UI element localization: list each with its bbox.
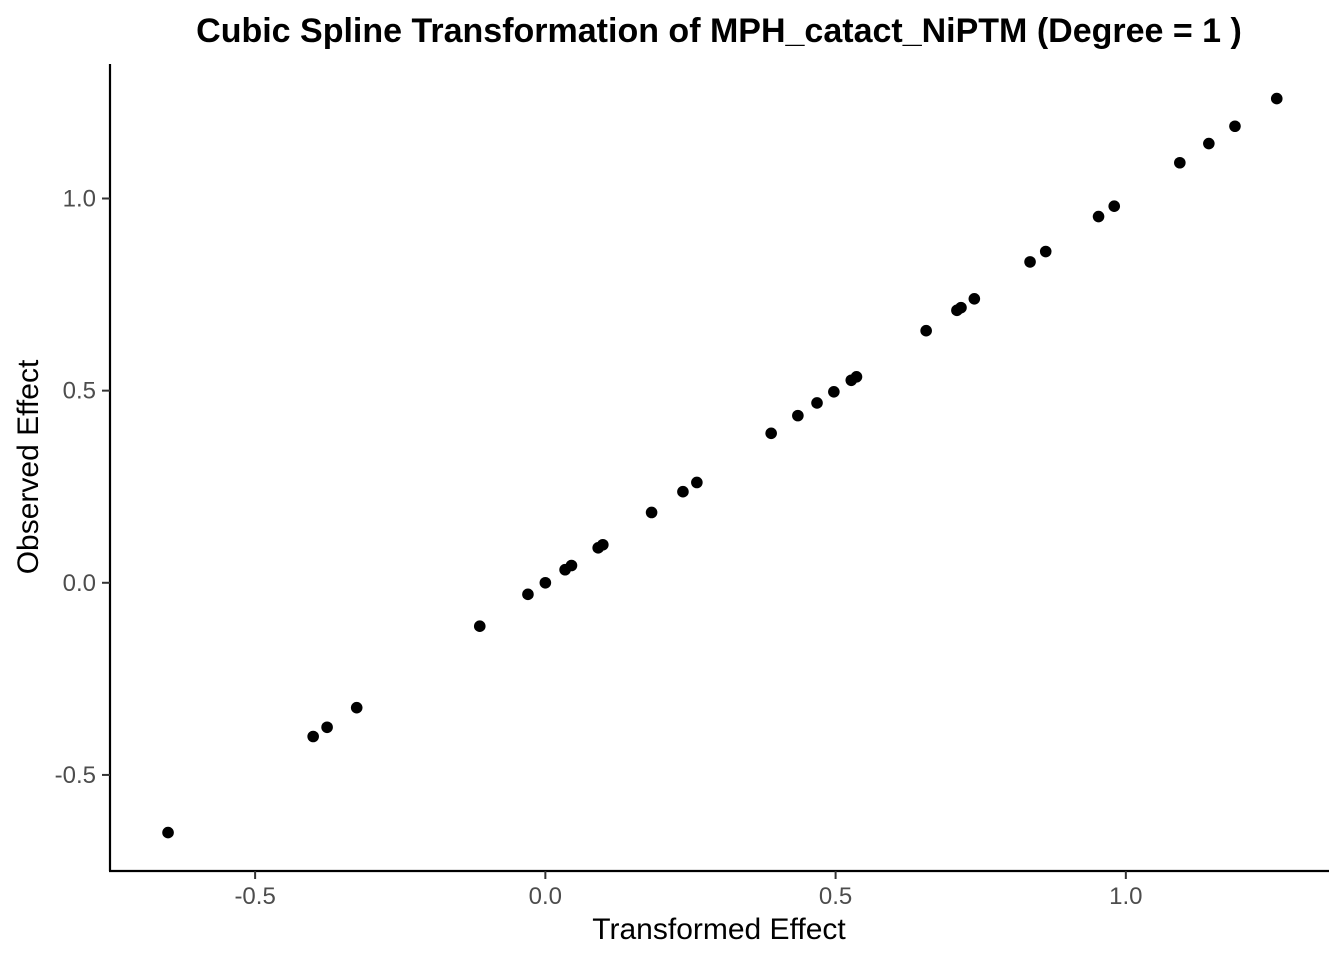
data-point bbox=[765, 427, 777, 440]
data-point bbox=[955, 301, 967, 314]
data-point bbox=[850, 371, 863, 383]
x-axis-ticks: -0.5 0.0 0.5 1.0 bbox=[234, 871, 1143, 910]
data-point bbox=[565, 559, 578, 572]
data-point bbox=[691, 476, 703, 489]
data-point bbox=[539, 576, 552, 589]
x-tick-label: -0.5 bbox=[234, 883, 275, 910]
x-tick-label: 1.0 bbox=[1109, 883, 1142, 910]
data-point bbox=[811, 397, 823, 409]
data-point bbox=[677, 485, 689, 498]
data-point bbox=[1039, 245, 1052, 258]
y-axis-title: Observed Effect bbox=[12, 359, 45, 574]
data-point bbox=[473, 620, 486, 633]
data-point bbox=[792, 409, 804, 422]
data-point bbox=[597, 538, 609, 551]
data-point bbox=[645, 506, 658, 519]
chart-title: Cubic Spline Transformation of MPH_catac… bbox=[196, 12, 1242, 50]
x-axis-title: Transformed Effect bbox=[592, 913, 846, 946]
x-tick-label: 0.5 bbox=[819, 883, 852, 910]
data-point bbox=[162, 826, 174, 839]
data-point bbox=[1203, 137, 1215, 150]
y-tick-label: 1.0 bbox=[63, 186, 96, 213]
data-point bbox=[920, 324, 932, 337]
y-axis-ticks: -0.5 0.0 0.5 1.0 bbox=[55, 186, 110, 789]
data-point bbox=[522, 588, 534, 601]
data-point bbox=[1174, 156, 1186, 169]
y-tick-label: 0.5 bbox=[63, 378, 96, 405]
data-point bbox=[1270, 92, 1283, 105]
data-point bbox=[307, 730, 319, 743]
data-point bbox=[968, 292, 981, 305]
data-point bbox=[828, 385, 840, 398]
x-tick-label: 0.0 bbox=[529, 883, 562, 910]
plot-area bbox=[162, 92, 1283, 839]
y-tick-label: -0.5 bbox=[55, 762, 96, 789]
data-point bbox=[1108, 200, 1121, 212]
data-point bbox=[1092, 210, 1105, 223]
data-point bbox=[1229, 120, 1241, 133]
data-point bbox=[321, 721, 333, 734]
y-tick-label: 0.0 bbox=[63, 570, 96, 597]
data-point bbox=[350, 701, 363, 714]
data-point bbox=[1024, 256, 1036, 268]
